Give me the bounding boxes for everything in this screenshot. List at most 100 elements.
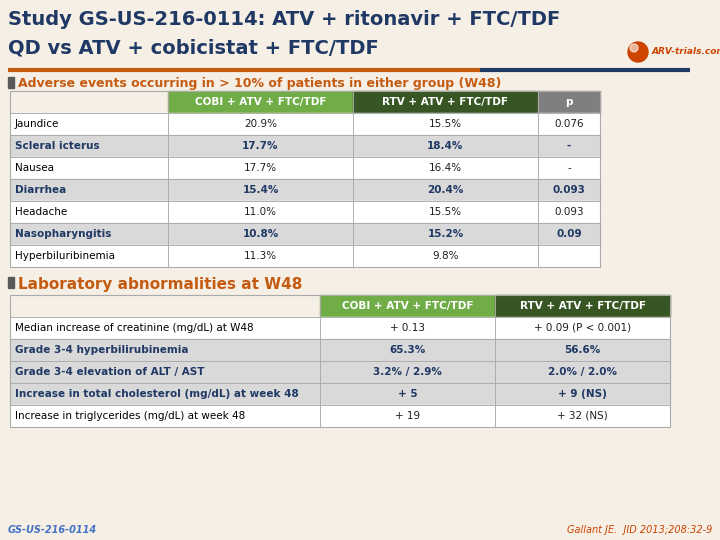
Bar <box>353 179 538 201</box>
Bar <box>495 295 670 317</box>
Bar <box>10 223 168 245</box>
Text: Gallant JE.  JID 2013;208:32-9: Gallant JE. JID 2013;208:32-9 <box>567 525 712 535</box>
Bar <box>538 91 600 113</box>
Bar <box>168 201 353 223</box>
Text: 2.0% / 2.0%: 2.0% / 2.0% <box>548 367 617 377</box>
Text: + 5: + 5 <box>397 389 418 399</box>
Bar <box>538 201 600 223</box>
Text: 0.09: 0.09 <box>556 229 582 239</box>
Bar <box>495 339 670 361</box>
Text: GS-US-216-0114: GS-US-216-0114 <box>8 525 97 535</box>
Bar <box>168 113 353 135</box>
Bar <box>353 157 538 179</box>
Bar <box>168 113 353 135</box>
Text: RTV + ATV + FTC/TDF: RTV + ATV + FTC/TDF <box>520 301 646 311</box>
Bar <box>353 201 538 223</box>
Bar <box>168 135 353 157</box>
Bar <box>10 339 320 361</box>
Text: 16.4%: 16.4% <box>429 163 462 173</box>
Bar <box>538 201 600 223</box>
Bar <box>10 245 168 267</box>
Bar <box>538 157 600 179</box>
Text: 15.2%: 15.2% <box>428 229 464 239</box>
Bar <box>538 157 600 179</box>
Bar <box>353 113 538 135</box>
Text: 0.076: 0.076 <box>554 119 584 129</box>
Bar <box>538 223 600 245</box>
Bar <box>168 157 353 179</box>
Bar <box>10 383 320 405</box>
Bar <box>168 91 353 113</box>
Bar <box>168 157 353 179</box>
Bar <box>495 295 670 317</box>
Text: 3.2% / 2.9%: 3.2% / 2.9% <box>373 367 442 377</box>
Text: Grade 3-4 hyperbilirubinemia: Grade 3-4 hyperbilirubinemia <box>15 345 189 355</box>
Text: Grade 3-4 elevation of ALT / AST: Grade 3-4 elevation of ALT / AST <box>15 367 204 377</box>
Bar <box>538 179 600 201</box>
Bar <box>10 157 168 179</box>
Text: 20.9%: 20.9% <box>244 119 277 129</box>
Bar <box>10 179 168 201</box>
Bar <box>10 339 320 361</box>
Bar <box>10 91 168 113</box>
Bar <box>10 157 168 179</box>
Text: Laboratory abnormalities at W48: Laboratory abnormalities at W48 <box>18 277 302 292</box>
Bar <box>320 361 495 383</box>
Text: 65.3%: 65.3% <box>390 345 426 355</box>
Bar <box>495 383 670 405</box>
Bar <box>10 179 168 201</box>
Text: Diarrhea: Diarrhea <box>15 185 66 195</box>
Bar <box>10 223 168 245</box>
Circle shape <box>630 44 638 52</box>
Text: Adverse events occurring in > 10% of patients in either group (W48): Adverse events occurring in > 10% of pat… <box>18 77 501 90</box>
Text: Median increase of creatinine (mg/dL) at W48: Median increase of creatinine (mg/dL) at… <box>15 323 253 333</box>
Bar <box>10 135 168 157</box>
Text: + 9 (NS): + 9 (NS) <box>558 389 607 399</box>
Text: 10.8%: 10.8% <box>243 229 279 239</box>
Bar <box>10 201 168 223</box>
Bar <box>353 91 538 113</box>
Bar <box>320 295 495 317</box>
Bar <box>495 405 670 427</box>
Bar <box>168 201 353 223</box>
Bar <box>10 295 670 427</box>
Bar <box>538 223 600 245</box>
Bar <box>538 179 600 201</box>
Bar <box>538 113 600 135</box>
Bar <box>10 245 168 267</box>
Text: 11.3%: 11.3% <box>244 251 277 261</box>
Bar <box>10 405 320 427</box>
Bar <box>320 339 495 361</box>
Bar <box>320 317 495 339</box>
Text: COBI + ATV + FTC/TDF: COBI + ATV + FTC/TDF <box>194 97 326 107</box>
Bar <box>10 383 320 405</box>
Text: 20.4%: 20.4% <box>427 185 464 195</box>
Bar <box>10 361 320 383</box>
Bar <box>10 91 600 267</box>
Bar <box>168 223 353 245</box>
Bar <box>353 113 538 135</box>
Text: Study GS-US-216-0114: ATV + ritonavir + FTC/TDF: Study GS-US-216-0114: ATV + ritonavir + … <box>8 10 560 29</box>
Text: 11.0%: 11.0% <box>244 207 277 217</box>
Bar <box>538 113 600 135</box>
Bar <box>10 113 168 135</box>
Bar <box>538 135 600 157</box>
Bar <box>320 405 495 427</box>
Text: + 19: + 19 <box>395 411 420 421</box>
Bar <box>10 91 168 113</box>
Text: 15.4%: 15.4% <box>243 185 279 195</box>
Text: 56.6%: 56.6% <box>564 345 600 355</box>
Bar <box>8 77 14 88</box>
Text: Nasopharyngitis: Nasopharyngitis <box>15 229 112 239</box>
Bar <box>495 405 670 427</box>
Bar <box>538 245 600 267</box>
Bar <box>10 405 320 427</box>
Bar <box>320 317 495 339</box>
Bar <box>168 245 353 267</box>
Bar <box>10 295 320 317</box>
Bar <box>8 277 14 288</box>
Text: ARV-trials.com: ARV-trials.com <box>652 48 720 57</box>
Bar <box>353 91 538 113</box>
Text: Increase in triglycerides (mg/dL) at week 48: Increase in triglycerides (mg/dL) at wee… <box>15 411 246 421</box>
Bar <box>353 135 538 157</box>
